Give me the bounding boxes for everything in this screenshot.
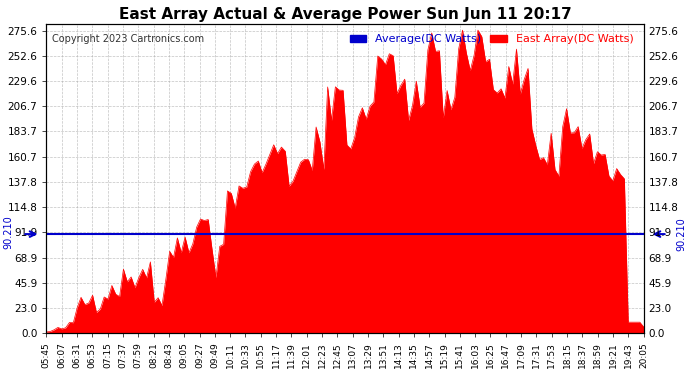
Title: East Array Actual & Average Power Sun Jun 11 20:17: East Array Actual & Average Power Sun Ju… [119,7,571,22]
Text: 90.210: 90.210 [676,217,687,251]
Legend: Average(DC Watts), East Array(DC Watts): Average(DC Watts), East Array(DC Watts) [345,30,638,49]
Text: Copyright 2023 Cartronics.com: Copyright 2023 Cartronics.com [52,34,204,44]
Text: 90.210: 90.210 [3,215,14,249]
